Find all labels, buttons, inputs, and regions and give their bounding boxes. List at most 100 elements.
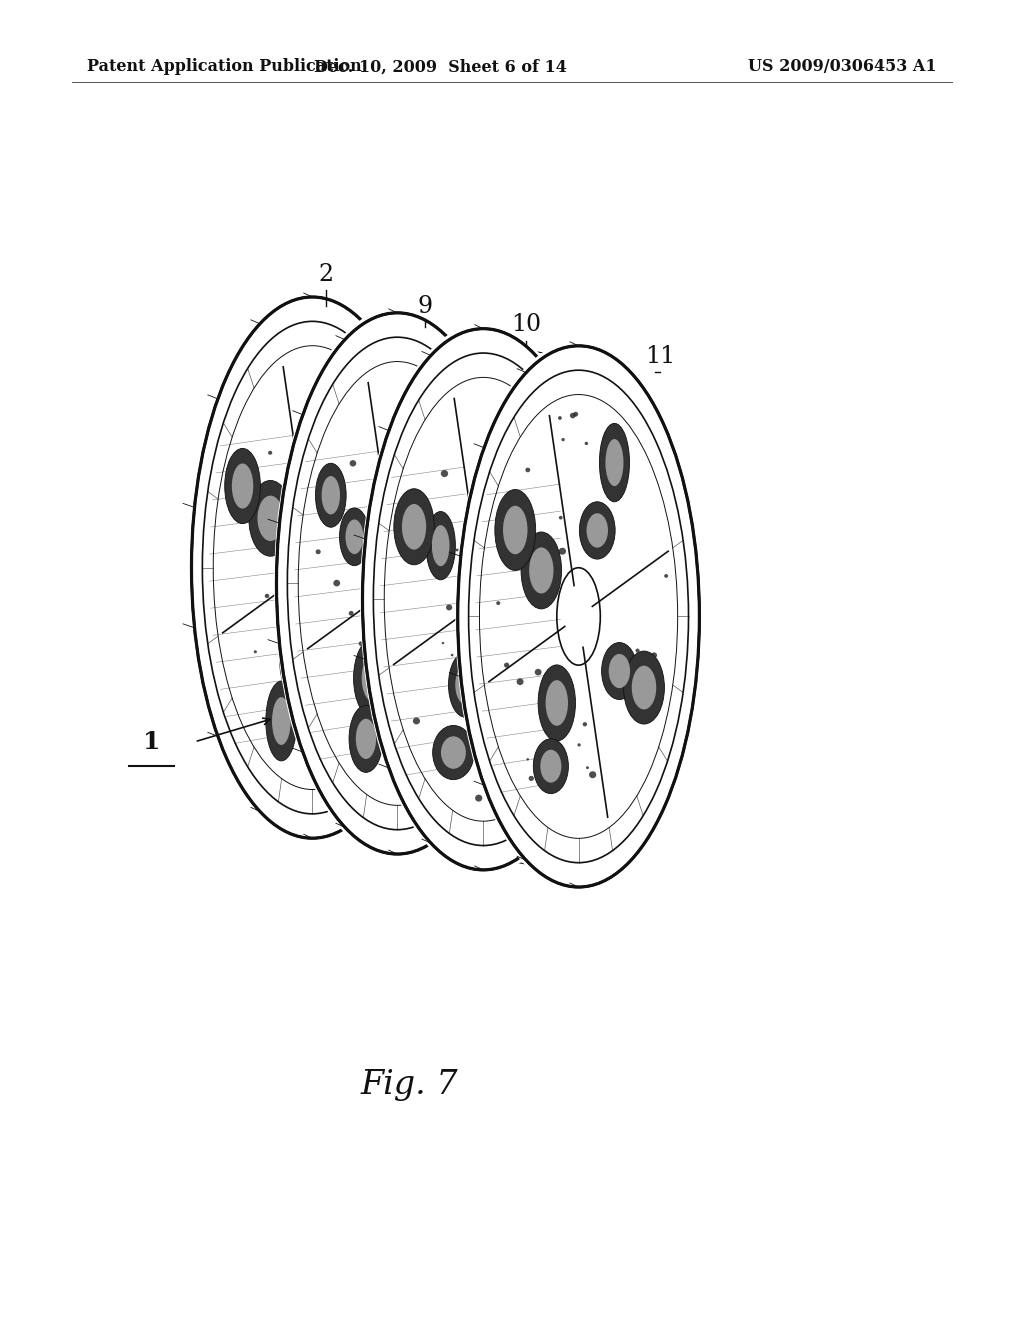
Ellipse shape xyxy=(326,378,366,455)
Ellipse shape xyxy=(274,308,520,859)
Ellipse shape xyxy=(451,653,454,656)
Text: 9: 9 xyxy=(418,294,432,318)
Ellipse shape xyxy=(497,601,501,605)
Ellipse shape xyxy=(528,776,534,781)
Ellipse shape xyxy=(456,341,701,892)
Ellipse shape xyxy=(559,548,566,554)
Ellipse shape xyxy=(605,440,624,486)
Ellipse shape xyxy=(608,653,630,688)
Ellipse shape xyxy=(388,496,393,502)
Ellipse shape xyxy=(510,545,518,552)
Ellipse shape xyxy=(561,438,565,441)
Ellipse shape xyxy=(349,611,353,615)
Ellipse shape xyxy=(573,412,579,417)
Ellipse shape xyxy=(449,652,482,717)
Ellipse shape xyxy=(496,488,519,521)
Ellipse shape xyxy=(379,473,382,477)
Ellipse shape xyxy=(477,574,482,579)
Ellipse shape xyxy=(334,579,340,586)
Ellipse shape xyxy=(465,585,470,590)
Ellipse shape xyxy=(558,416,562,420)
Ellipse shape xyxy=(325,449,343,495)
Ellipse shape xyxy=(651,652,657,659)
Ellipse shape xyxy=(529,548,554,594)
Ellipse shape xyxy=(362,723,370,730)
Ellipse shape xyxy=(390,521,397,528)
Ellipse shape xyxy=(636,648,640,652)
Ellipse shape xyxy=(452,630,475,665)
Ellipse shape xyxy=(632,665,656,709)
Ellipse shape xyxy=(471,583,477,589)
Ellipse shape xyxy=(601,643,637,700)
Ellipse shape xyxy=(446,605,453,610)
Ellipse shape xyxy=(254,651,257,653)
Ellipse shape xyxy=(358,642,364,645)
Text: 10: 10 xyxy=(511,313,542,337)
Ellipse shape xyxy=(532,535,537,539)
Ellipse shape xyxy=(526,645,564,704)
Ellipse shape xyxy=(265,594,269,598)
Ellipse shape xyxy=(282,615,286,619)
Ellipse shape xyxy=(300,440,307,446)
Ellipse shape xyxy=(306,718,311,723)
Ellipse shape xyxy=(231,463,253,508)
Ellipse shape xyxy=(352,553,357,558)
Ellipse shape xyxy=(665,574,668,578)
Ellipse shape xyxy=(322,477,340,515)
Ellipse shape xyxy=(289,488,292,492)
Ellipse shape xyxy=(456,549,459,552)
Ellipse shape xyxy=(535,669,542,676)
Ellipse shape xyxy=(353,638,394,718)
Ellipse shape xyxy=(280,624,310,696)
Ellipse shape xyxy=(525,467,530,473)
Ellipse shape xyxy=(599,424,630,502)
Ellipse shape xyxy=(349,461,356,466)
Ellipse shape xyxy=(345,520,364,554)
Ellipse shape xyxy=(430,484,436,491)
Ellipse shape xyxy=(361,655,386,702)
Ellipse shape xyxy=(189,292,435,843)
Ellipse shape xyxy=(496,411,530,487)
Ellipse shape xyxy=(355,718,376,759)
Ellipse shape xyxy=(325,648,331,655)
Ellipse shape xyxy=(349,705,383,772)
Ellipse shape xyxy=(504,663,509,668)
Ellipse shape xyxy=(510,628,529,668)
Ellipse shape xyxy=(416,397,455,477)
Ellipse shape xyxy=(516,548,521,552)
Ellipse shape xyxy=(437,742,442,746)
Ellipse shape xyxy=(315,667,319,671)
Ellipse shape xyxy=(369,528,373,532)
Ellipse shape xyxy=(521,532,561,609)
Ellipse shape xyxy=(504,616,536,680)
Ellipse shape xyxy=(423,413,446,461)
Ellipse shape xyxy=(503,506,527,554)
Ellipse shape xyxy=(328,623,331,626)
Ellipse shape xyxy=(534,739,568,793)
Ellipse shape xyxy=(394,488,434,565)
Ellipse shape xyxy=(538,665,575,741)
Ellipse shape xyxy=(495,490,536,570)
Ellipse shape xyxy=(318,632,324,638)
Ellipse shape xyxy=(456,665,475,705)
Ellipse shape xyxy=(356,611,389,686)
Ellipse shape xyxy=(583,722,587,726)
Ellipse shape xyxy=(468,516,474,523)
Text: Patent Application Publication: Patent Application Publication xyxy=(87,58,361,75)
Ellipse shape xyxy=(401,504,426,549)
Ellipse shape xyxy=(334,393,357,440)
Ellipse shape xyxy=(534,657,556,692)
Ellipse shape xyxy=(389,644,395,649)
Ellipse shape xyxy=(578,743,581,747)
Ellipse shape xyxy=(421,536,423,540)
Ellipse shape xyxy=(395,739,401,744)
Ellipse shape xyxy=(489,483,495,488)
Ellipse shape xyxy=(587,513,608,548)
Ellipse shape xyxy=(351,454,358,461)
Ellipse shape xyxy=(429,704,435,709)
Ellipse shape xyxy=(475,795,482,801)
Ellipse shape xyxy=(559,516,562,520)
Ellipse shape xyxy=(526,758,529,760)
Ellipse shape xyxy=(419,531,424,536)
Ellipse shape xyxy=(471,535,473,537)
